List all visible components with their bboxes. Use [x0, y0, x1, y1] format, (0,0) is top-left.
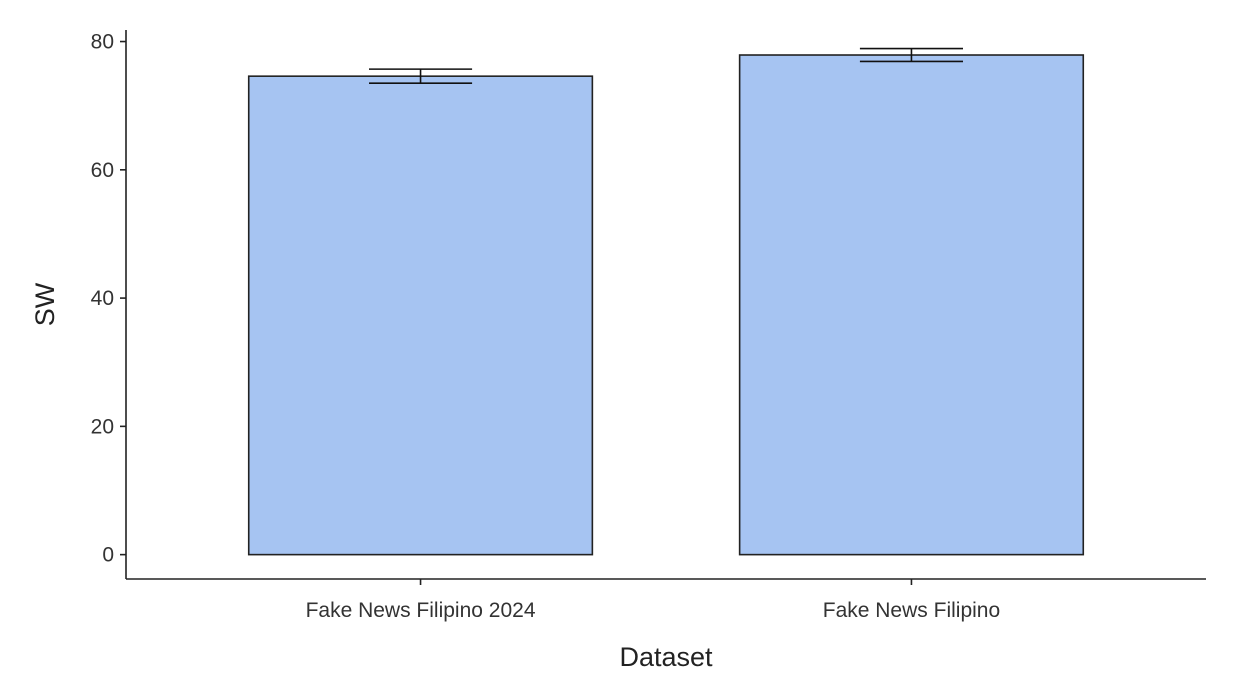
- y-tick-label: 60: [91, 159, 114, 182]
- y-tick-label: 40: [91, 287, 114, 310]
- x-tick-label: Fake News Filipino 2024: [306, 599, 536, 622]
- y-axis-ticks: 0 20 40 60 80: [91, 31, 126, 567]
- y-tick-label: 0: [102, 544, 114, 567]
- y-tick-label: 20: [91, 415, 114, 438]
- bar-1: [247, 75, 594, 556]
- bars: [247, 54, 1085, 556]
- error-bars: [369, 47, 963, 85]
- x-axis-ticks: Fake News Filipino 2024 Fake News Filipin…: [306, 579, 1000, 622]
- y-axis-title: SW: [30, 282, 60, 326]
- error-bar-2: [859, 47, 963, 63]
- bar-2: [738, 54, 1085, 556]
- error-bar-1: [369, 68, 473, 85]
- x-tick-label: Fake News Filipino: [823, 599, 1000, 622]
- x-axis-title: Dataset: [619, 642, 713, 672]
- y-tick-label: 80: [91, 31, 114, 54]
